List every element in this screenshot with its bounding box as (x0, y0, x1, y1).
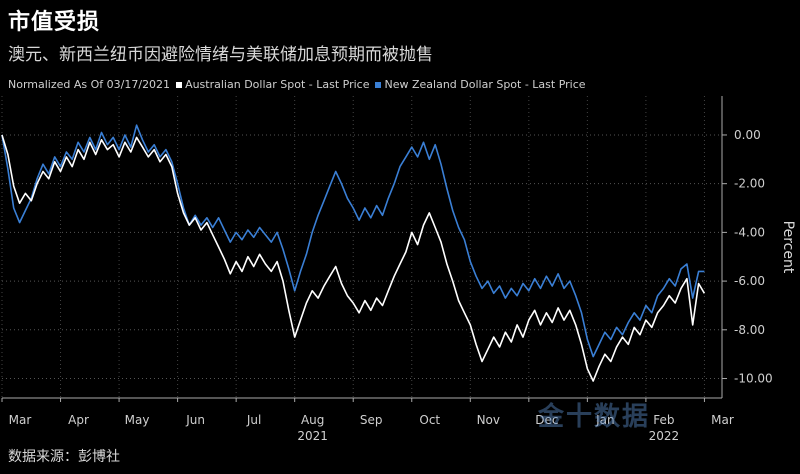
x-year-label: 2021 (297, 429, 328, 443)
legend-label-aud: Australian Dollar Spot - Last Price (185, 78, 370, 91)
x-tick-label: Sep (360, 413, 383, 427)
x-tick-label: Nov (477, 413, 500, 427)
series-line-nzd (1, 124, 705, 358)
x-tick-label: Feb (653, 413, 674, 427)
source-note: 数据来源：彭博社 (8, 449, 120, 465)
legend-label-nzd: New Zealand Dollar Spot - Last Price (384, 78, 586, 91)
x-tick-label: May (125, 413, 150, 427)
x-tick-label: Jan (595, 413, 615, 427)
y-tick-label: -6.00 (734, 274, 765, 288)
y-tick-label: -4.00 (734, 225, 765, 239)
x-tick-label: Jul (246, 413, 261, 427)
series-line-aud (1, 134, 706, 382)
y-tick-label: -8.00 (734, 323, 765, 337)
x-tick-label: Mar (711, 413, 734, 427)
chart-subtitle: 澳元、新西兰纽币因避险情绪与美联储加息预期而被抛售 (8, 45, 433, 65)
x-year-label: 2022 (649, 429, 680, 443)
legend-swatch-aud (176, 81, 183, 88)
x-tick-label: Aug (301, 413, 324, 427)
legend-swatch-nzd (375, 81, 382, 88)
y-axis-title: Percent (780, 221, 796, 274)
chart-title: 市值受损 (8, 10, 101, 35)
x-tick-label: Mar (9, 413, 32, 427)
legend-normalized-note: Normalized As Of 03/17/2021 (8, 78, 171, 91)
legend: Normalized As Of 03/17/2021 Australian D… (8, 78, 586, 91)
x-tick-label: Oct (419, 413, 440, 427)
y-tick-label: 0.00 (734, 128, 761, 142)
y-tick-label: -10.00 (734, 372, 773, 386)
x-tick-label: Jun (185, 413, 205, 427)
watermark-logo: 金十数据 (538, 402, 651, 432)
x-tick-label: Apr (68, 413, 89, 427)
y-tick-label: -2.00 (734, 177, 765, 191)
x-tick-label: Dec (535, 413, 558, 427)
